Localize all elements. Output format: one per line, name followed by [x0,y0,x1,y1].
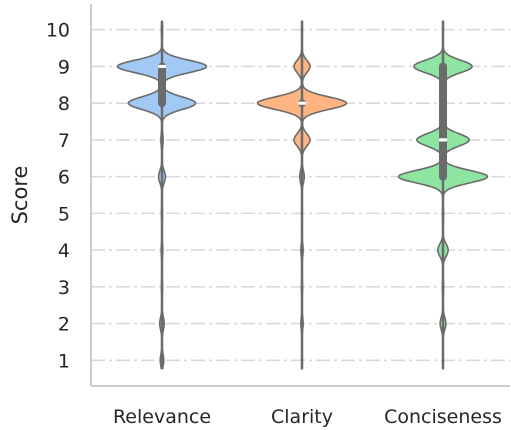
y-tick-label: 6 [58,167,70,189]
y-axis-title: Score [8,166,32,225]
median-marker-relevance [158,64,166,69]
y-tick-label: 1 [58,350,70,372]
y-tick-label: 7 [58,130,70,152]
median-marker-conciseness [439,138,447,142]
y-tick-label: 5 [58,203,70,225]
violins [116,20,489,370]
y-tick-label: 3 [58,277,70,299]
y-tick-label: 8 [58,93,70,115]
y-tick-label: 9 [58,56,70,78]
y-tick-label: 2 [58,314,70,336]
x-tick-label: Clarity [271,406,333,428]
y-tick-label: 10 [46,20,70,42]
y-tick-labels: 1 2 3 4 5 6 7 8 9 10 [46,20,70,373]
x-tick-labels: Relevance Clarity Conciseness [113,406,502,428]
x-tick-label: Relevance [113,406,211,428]
x-tick-label: Conciseness [384,406,502,428]
y-tick-label: 4 [58,240,70,262]
median-marker-clarity [298,101,306,105]
